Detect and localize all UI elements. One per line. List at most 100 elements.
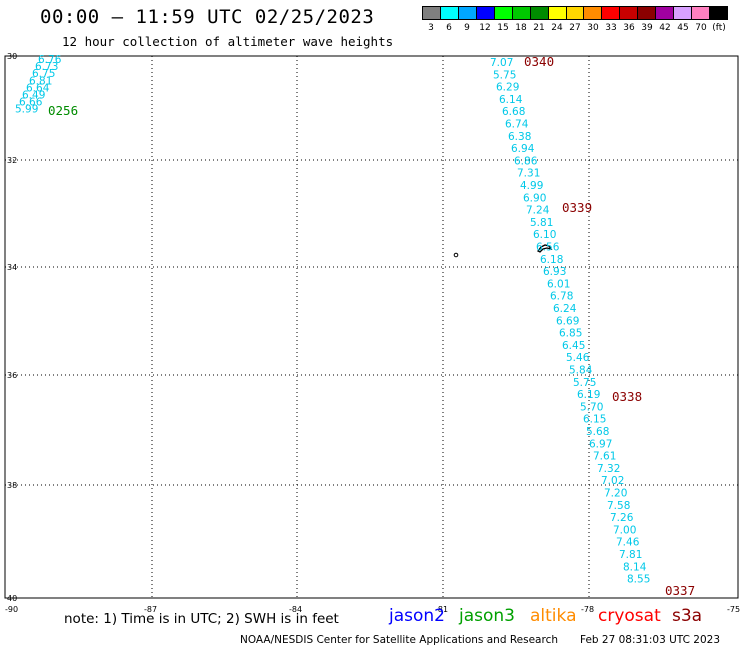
wave-height-label: 6.73 <box>35 61 58 73</box>
orbit-number-label: 0338 <box>612 389 642 404</box>
wave-height-label: 6.49 <box>22 90 45 102</box>
legend-swatch <box>620 7 639 19</box>
wave-height-label: 5.99 <box>15 104 38 116</box>
legend-label: 27 <box>569 23 581 33</box>
legend-swatch <box>530 7 549 19</box>
map-title: 00:00 – 11:59 UTC 02/25/2023 <box>40 6 375 28</box>
wave-height-label: 6.01 <box>547 278 570 290</box>
legend-swatch <box>440 7 459 19</box>
legend-label: 9 <box>464 23 470 33</box>
footer-credit: NOAA/NESDIS Center for Satellite Applica… <box>240 634 558 646</box>
legend-swatch <box>584 7 603 19</box>
legend-swatch <box>638 7 657 19</box>
wave-height-label: 5.84 <box>569 365 593 377</box>
wave-height-label: 6.86 <box>514 155 538 167</box>
wave-height-label: 5.75 <box>573 377 596 389</box>
x-tick-label: -78 <box>581 605 594 614</box>
x-tick-label: -75 <box>727 605 740 614</box>
wave-height-label: 7.07 <box>490 57 513 69</box>
wave-height-label: 4.99 <box>520 180 543 192</box>
wave-height-label: 6.74 <box>505 119 529 131</box>
wave-height-label: 8.55 <box>627 574 650 586</box>
wave-height-label: 7.61 <box>593 451 616 463</box>
x-tick-label: -90 <box>5 605 18 614</box>
legend-label: 70 <box>695 23 707 33</box>
y-tick-label: 38 <box>7 481 17 490</box>
legend-swatch <box>512 7 531 19</box>
legend-swatch <box>548 7 567 19</box>
legend-swatch <box>476 7 495 19</box>
wave-height-label: 6.56 <box>536 242 560 254</box>
legend-label: 15 <box>497 23 509 33</box>
wave-height-label: 6.45 <box>562 340 585 352</box>
orbit-number-label: 0337 <box>665 583 695 598</box>
x-tick-label: -81 <box>435 605 448 614</box>
x-tick-label: -84 <box>289 605 302 614</box>
y-tick-label: 40 <box>7 594 17 603</box>
coastline <box>453 244 553 258</box>
legend-label: 45 <box>677 23 689 33</box>
wave-height-label: 6.76 <box>38 54 62 66</box>
wave-height-label: 6.97 <box>589 438 612 450</box>
legend-swatch <box>656 7 675 19</box>
wave-height-label: 6.90 <box>523 192 546 204</box>
wave-height-label: 6.85 <box>559 328 582 340</box>
wave-height-label: 7.20 <box>604 488 627 500</box>
wave-height-label: 6.18 <box>540 254 563 266</box>
wave-height-label: 5.68 <box>586 426 609 438</box>
wave-height-label: 6.94 <box>511 143 535 155</box>
wave-height-label: 6.69 <box>556 315 579 327</box>
color-legend <box>422 6 728 20</box>
wave-height-label: 6.75 <box>32 68 55 80</box>
orbit-labels: 0340 0339 0338 0337 0256 <box>48 54 695 598</box>
wave-height-label: 7.00 <box>613 524 636 536</box>
legend-swatch <box>423 7 441 19</box>
satellite-altika: altika <box>530 606 577 626</box>
legend-label: 30 <box>587 23 599 33</box>
wave-height-label: 6.81 <box>29 75 52 87</box>
wave-height-label: 6.93 <box>543 266 566 278</box>
legend-label: 36 <box>623 23 635 33</box>
wave-height-label: 8.14 <box>623 561 647 573</box>
satellite-cryosat: cryosat <box>598 606 661 626</box>
y-tick-label: 36 <box>7 371 17 380</box>
plot-frame <box>4 55 739 599</box>
legend-label: 24 <box>551 23 563 33</box>
wave-height-label: 6.14 <box>499 94 523 106</box>
legend-swatch <box>674 7 693 19</box>
wave-height-label: 5.81 <box>530 217 553 229</box>
wave-height-label: 6.68 <box>502 106 525 118</box>
legend-swatch <box>494 7 513 19</box>
wave-height-label: 5.46 <box>566 352 590 364</box>
orbit-number-label: 0340 <box>524 54 554 69</box>
legend-swatch <box>692 7 710 19</box>
legend-swatch <box>458 7 477 19</box>
wave-height-label: 7.02 <box>601 475 624 487</box>
satellite-jason3: jason3 <box>459 606 515 626</box>
wave-height-label: 6.24 <box>553 303 577 315</box>
wave-height-label: 6.66 <box>19 97 43 109</box>
legend-label: (ft) <box>712 23 726 33</box>
wave-height-label: 7.81 <box>619 549 642 561</box>
y-tick-label: 34 <box>7 263 17 272</box>
wave-height-label: 7.31 <box>517 168 540 180</box>
wave-height-label: 7.24 <box>526 205 550 217</box>
legend-label: 39 <box>641 23 653 33</box>
wave-height-label: 6.15 <box>583 414 606 426</box>
orbit-number-label: 0256 <box>48 103 78 118</box>
footer-timestamp: Feb 27 08:31:03 UTC 2023 <box>580 634 720 646</box>
x-tick-label: -87 <box>144 605 157 614</box>
legend-label: 3 <box>428 23 434 33</box>
legend-swatch <box>566 7 585 19</box>
satellite-s3a: s3a <box>672 606 703 626</box>
wave-height-label: 6.19 <box>577 389 600 401</box>
orbit-number-label: 0339 <box>562 200 592 215</box>
wave-height-label: 5.70 <box>580 401 603 413</box>
satellite-jason2: jason2 <box>389 606 445 626</box>
legend-label: 12 <box>479 23 491 33</box>
wave-height-label: 7.26 <box>610 512 634 524</box>
legend-swatch <box>602 7 621 19</box>
y-tick-label: 30 <box>7 52 17 61</box>
wave-height-label: 7.58 <box>607 500 630 512</box>
